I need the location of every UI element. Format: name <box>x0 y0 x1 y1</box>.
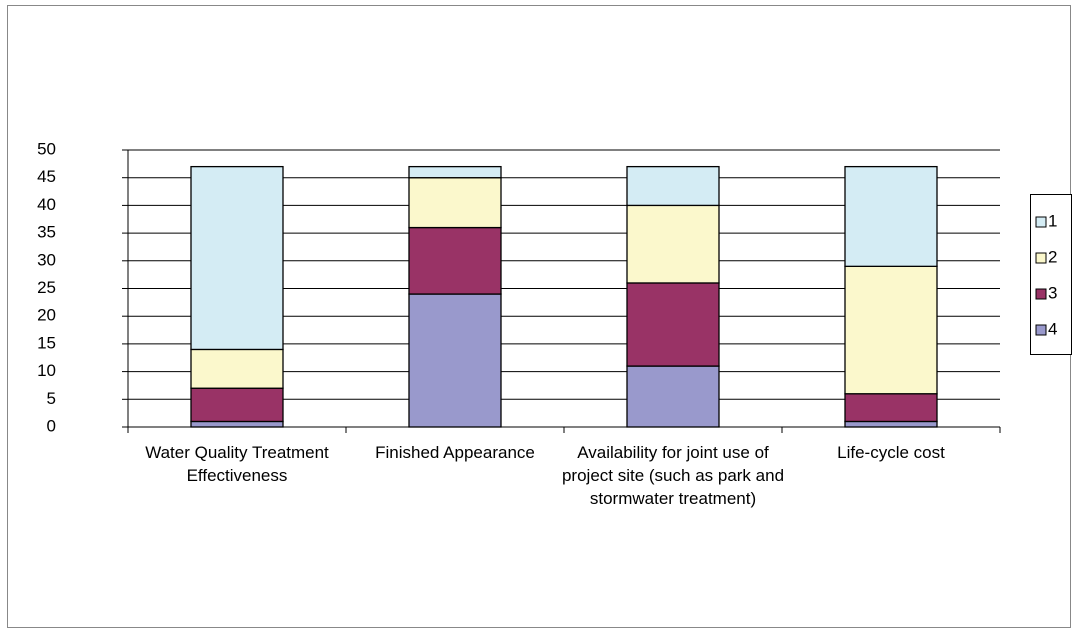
bar-segment <box>190 348 284 389</box>
bar-segment <box>190 387 284 423</box>
y-tick-label: 50 <box>37 139 56 158</box>
y-tick-label: 30 <box>37 250 56 269</box>
legend-swatch <box>1035 288 1047 300</box>
legend-label: 1 <box>1048 211 1057 230</box>
bar-segment <box>626 365 720 428</box>
y-tick-label: 10 <box>37 361 56 380</box>
bar-segment <box>844 165 938 267</box>
bar-segment <box>408 226 502 295</box>
y-tick-label: 20 <box>37 306 56 325</box>
bar-segment <box>626 165 720 207</box>
bar-segment <box>408 177 502 229</box>
x-tick-label: Finished Appearance <box>375 443 535 462</box>
y-tick-label: 45 <box>37 167 56 186</box>
y-tick-label: 15 <box>37 333 56 352</box>
x-tick-label: Water Quality Treatment Effectiveness <box>145 443 329 485</box>
x-tick-label: Life-cycle cost <box>837 443 945 462</box>
bar-segment <box>844 393 938 423</box>
bar-segment <box>626 204 720 284</box>
legend-label: 4 <box>1048 319 1057 338</box>
y-tick-label: 5 <box>47 389 56 408</box>
legend-swatch <box>1035 324 1047 336</box>
y-tick-label: 25 <box>37 278 56 297</box>
legend-label: 3 <box>1048 283 1057 302</box>
x-tick-label: Availability for joint use of project si… <box>561 443 785 508</box>
bar-segment <box>408 165 502 179</box>
bar-segment <box>190 420 284 428</box>
bar-segment <box>626 282 720 367</box>
legend-label: 2 <box>1048 247 1057 266</box>
bar-segment <box>844 265 938 395</box>
legend-swatch <box>1035 216 1047 228</box>
bar-segment <box>190 165 284 351</box>
legend-swatch <box>1035 252 1047 264</box>
y-tick-label: 35 <box>37 223 56 242</box>
bar-segment <box>408 293 502 428</box>
bar-segment <box>844 420 938 428</box>
y-tick-label: 0 <box>47 416 56 435</box>
y-tick-label: 40 <box>37 195 56 214</box>
